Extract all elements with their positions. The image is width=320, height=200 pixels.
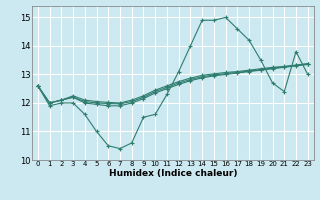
X-axis label: Humidex (Indice chaleur): Humidex (Indice chaleur)	[108, 169, 237, 178]
